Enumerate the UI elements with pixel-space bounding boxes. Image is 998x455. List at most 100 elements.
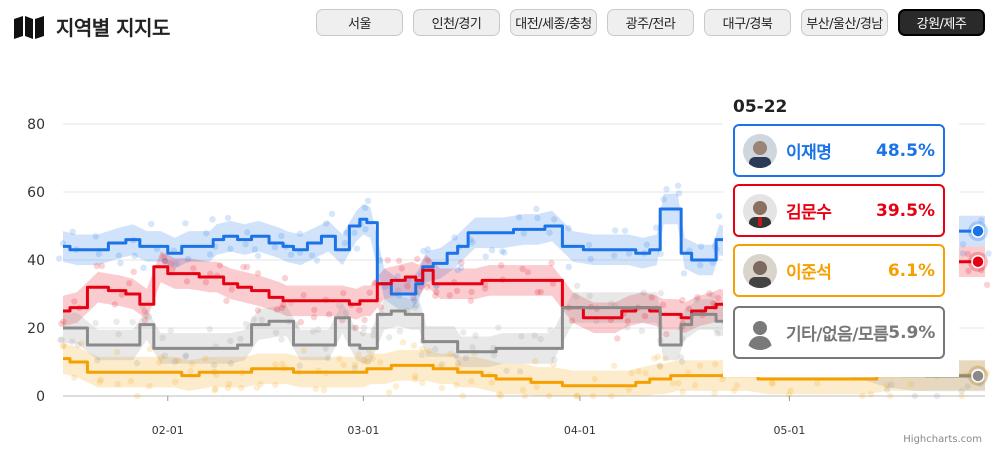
sample-dot (424, 257, 432, 264)
sample-dot (224, 384, 232, 392)
avatar (743, 193, 777, 228)
sample-dot (958, 387, 965, 395)
tooltip-card-lee-junseok: 이준석 6.1% (733, 244, 945, 297)
sample-dot (641, 312, 649, 320)
sample-dot (610, 362, 618, 369)
sample-dot (520, 230, 527, 237)
sample-dot (533, 383, 540, 391)
sample-dot (410, 342, 418, 349)
sample-dot (146, 382, 153, 390)
candidate-name: 이재명 (786, 143, 832, 163)
person-silhouette-icon (743, 316, 777, 350)
sample-dot (411, 297, 418, 304)
sample-dot (207, 270, 214, 278)
sample-dot (497, 392, 505, 400)
sample-dot (322, 345, 329, 352)
sample-dot (184, 255, 192, 263)
sample-dot (182, 353, 189, 360)
sample-dot (565, 225, 572, 232)
sample-dot (243, 229, 251, 236)
sample-dot (585, 241, 593, 249)
sample-dot (679, 388, 686, 396)
sample-dot (115, 331, 122, 338)
sample-dot (733, 382, 741, 389)
sample-dot (118, 291, 126, 298)
sample-dot (71, 298, 78, 305)
region-tab-daejeon-sejong-chungcheong[interactable]: 대전/세종/충청 (510, 9, 597, 36)
sample-dot (608, 392, 615, 400)
sample-dot (696, 362, 704, 369)
sample-dot (453, 287, 461, 295)
sample-dot (287, 251, 295, 258)
sample-dot (210, 361, 218, 369)
sample-dot (884, 386, 891, 393)
sample-dot (174, 357, 182, 364)
sample-dot (438, 361, 446, 368)
sample-dot (550, 361, 557, 368)
sample-dot (574, 392, 581, 400)
sample-dot (127, 377, 135, 385)
sample-dot (419, 345, 426, 353)
chart-tooltip: 05-22 이재명 48.5% 김문수 39.5% 이준석 6.1% 기타/없음… (723, 95, 959, 377)
tooltip-date: 05-22 (733, 97, 788, 117)
sample-dot (162, 257, 169, 265)
sample-dot (69, 228, 76, 235)
sample-dot (384, 257, 391, 264)
sample-dot (366, 289, 373, 296)
sample-dot (141, 317, 149, 324)
sample-dot (410, 294, 417, 302)
sample-dot (679, 296, 686, 304)
sample-dot (114, 380, 121, 388)
sample-dot (685, 369, 692, 376)
sample-dot (640, 289, 647, 296)
sample-dot (251, 246, 259, 253)
sample-dot (273, 306, 281, 313)
sample-dot (572, 293, 580, 300)
region-tab-seoul[interactable]: 서울 (316, 9, 403, 36)
sample-dot (97, 376, 105, 383)
candidate-name: 이준석 (786, 263, 832, 283)
region-tabs: 서울 인천/경기 대전/세종/충청 광주/전라 대구/경북 부산/울산/경남 강… (316, 9, 985, 36)
sample-dot (411, 304, 419, 312)
sample-dot (300, 347, 308, 354)
sample-dot (418, 351, 426, 359)
sample-dot (227, 245, 234, 252)
sample-dot (419, 379, 426, 387)
sample-dot (343, 309, 350, 316)
sample-dot (533, 205, 540, 213)
sample-dot (635, 368, 642, 375)
x-tick-label: 03-01 (347, 424, 379, 437)
sample-dot (426, 347, 433, 355)
sample-dot (587, 255, 594, 263)
sample-dot (447, 350, 454, 357)
sample-dot (694, 293, 701, 301)
sample-dot (404, 282, 411, 290)
candidate-value: 6.1% (887, 260, 935, 281)
sample-dot (411, 375, 419, 383)
region-tab-gangwon-jeju[interactable]: 강원/제주 (898, 9, 985, 36)
sample-dot (591, 375, 598, 383)
sample-dot (313, 257, 321, 264)
sample-dot (537, 288, 544, 296)
sample-dot (814, 380, 821, 387)
sample-dot (495, 324, 502, 331)
sample-dot (370, 332, 377, 339)
sample-dot (351, 229, 358, 236)
sample-dot (111, 301, 118, 308)
sample-dot (453, 381, 460, 389)
sample-dot (519, 265, 526, 273)
sample-dot (171, 358, 179, 365)
sample-dot (203, 230, 210, 237)
region-tab-busan-ulsan-gyeongnam[interactable]: 부산/울산/경남 (801, 9, 888, 36)
sample-dot (565, 263, 572, 271)
region-tab-gwangju-jeolla[interactable]: 광주/전라 (607, 9, 694, 36)
sample-dot (643, 241, 651, 248)
region-tab-daegu-gyeongbuk[interactable]: 대구/경북 (704, 9, 791, 36)
sample-dot (656, 362, 663, 369)
sample-dot (237, 335, 244, 343)
sample-dot (534, 289, 541, 296)
sample-dot (657, 250, 664, 258)
sample-dot (133, 360, 141, 367)
region-tab-incheon-gyeonggi[interactable]: 인천/경기 (413, 9, 500, 36)
sample-dot (296, 362, 303, 369)
